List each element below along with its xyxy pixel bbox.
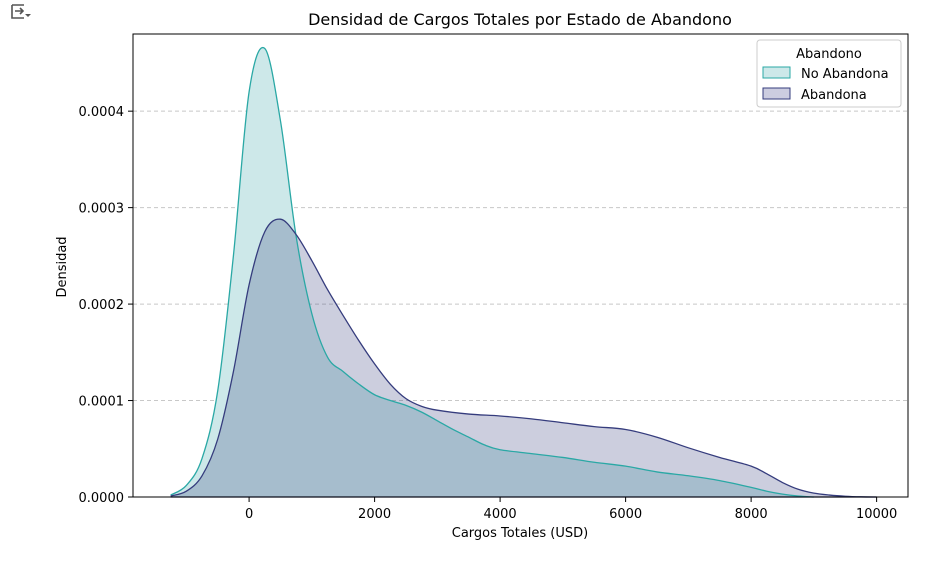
legend: Abandono No Abandona Abandona [756, 39, 902, 108]
export-icon[interactable] [10, 2, 32, 22]
legend-label-abandona: Abandona [801, 88, 867, 103]
density-area-no-abandona [170, 47, 814, 498]
x-tick-label: 8000 [735, 507, 768, 522]
density-area-abandona [170, 219, 877, 498]
x-axis: 0 2000 4000 6000 8000 10000 [245, 497, 897, 522]
chart-title: Densidad de Cargos Totales por Estado de… [308, 10, 732, 29]
y-axis: 0.0000 0.0001 0.0002 0.0003 0.0004 [79, 105, 133, 506]
y-tick-label: 0.0000 [79, 491, 125, 506]
density-line-abandona [170, 218, 877, 498]
legend-label-no-abandona: No Abandona [801, 67, 889, 82]
plot-frame [132, 33, 909, 498]
legend-title: Abandono [796, 47, 862, 62]
legend-swatch-abandona [762, 87, 791, 100]
x-tick-label: 2000 [358, 507, 391, 522]
x-tick-label: 0 [245, 507, 253, 522]
y-axis-label: Densidad [55, 236, 70, 297]
y-tick-label: 0.0003 [79, 202, 125, 217]
x-tick-label: 6000 [609, 507, 642, 522]
series-layer [170, 46, 877, 498]
y-tick-label: 0.0004 [79, 105, 125, 120]
x-tick-label: 4000 [484, 507, 517, 522]
export-icon-glyph [11, 4, 31, 19]
density-line-no-abandona [170, 46, 814, 498]
legend-swatch-no-abandona [762, 66, 791, 79]
x-axis-label: Cargos Totales (USD) [452, 526, 588, 541]
y-tick-label: 0.0002 [79, 298, 125, 313]
y-tick-label: 0.0001 [79, 395, 125, 410]
x-tick-label: 10000 [856, 507, 897, 522]
legend-box [756, 39, 902, 108]
